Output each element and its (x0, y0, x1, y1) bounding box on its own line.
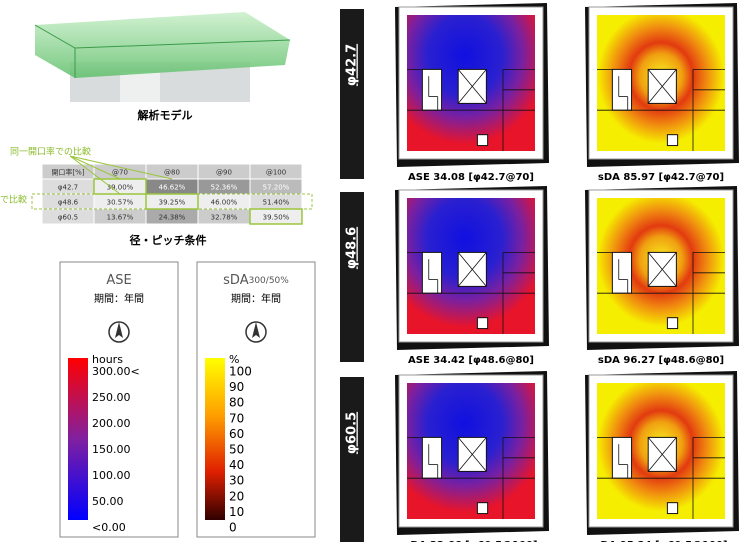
plan-room (422, 252, 441, 293)
legend-period: 期間：年間 (231, 292, 281, 305)
legend-title: sDA300/50% (223, 273, 289, 288)
table-text: 46.00% (211, 199, 238, 207)
map-caption: ASE 34.42 [φ48.6@80] (408, 355, 534, 366)
table-text: φ60.5 (58, 214, 78, 222)
legend-label: 70 (229, 411, 244, 425)
legend-title-main: ASE (106, 273, 131, 288)
plan-room (477, 318, 487, 329)
legend-label: 200.00 (92, 417, 131, 430)
legend-label: 40 (229, 458, 244, 472)
color-bar (205, 358, 225, 520)
table-caption: 径・ピッチ条件 (130, 233, 207, 247)
plan-room (612, 437, 631, 478)
annotation: で比較 (0, 194, 27, 206)
figure: 解析モデル 同一開口率での比較 で比較 径・ピッチ条件 開口率[%] @70 @80… (0, 0, 741, 542)
table-text: 24.38% (159, 214, 186, 222)
legend-title-sub: 300/50% (249, 276, 290, 286)
table-text: 開口率[%] (51, 168, 84, 177)
legend-label: 30 (229, 474, 244, 488)
table-text: 13.67% (107, 214, 134, 222)
table-text: @70 (112, 169, 128, 177)
table-text: 51.40% (263, 199, 290, 207)
table-text: @90 (216, 169, 232, 177)
plan-room (667, 503, 677, 514)
row-label-bar (340, 9, 364, 179)
legend-label: 20 (229, 489, 244, 503)
plan-room (477, 135, 487, 146)
maps: φ42.7 ASE 34.08 [φ42.7@70] sDA 85.97 [φ42.… (340, 3, 739, 542)
table-text: 46.62% (159, 184, 186, 192)
map-caption: ASE 34.08 [φ42.7@70] (408, 172, 534, 183)
legend-label: 0 (229, 521, 237, 535)
legend-label: 10 (229, 505, 244, 519)
legend-label: 60 (229, 427, 244, 441)
legend-title-main: sDA (223, 273, 249, 288)
table-text: 32.78% (211, 214, 238, 222)
table-text: @100 (266, 169, 286, 177)
map-caption: sDA 85.97 [φ42.7@70] (598, 172, 724, 183)
plan-room (612, 252, 631, 293)
row-label-bar (340, 377, 364, 542)
table-text: φ48.6 (58, 199, 79, 207)
legend-label: <0.00 (92, 521, 126, 534)
legend-label: 100 (229, 365, 252, 379)
annotation: 同一開口率での比較 (10, 146, 91, 158)
table-text: 57.20% (263, 184, 290, 192)
row-label: φ48.6 (345, 227, 360, 269)
map-caption: sDA 96.27 [φ48.6@80] (598, 355, 724, 366)
row-label: φ60.5 (345, 412, 360, 454)
plan-room (667, 135, 677, 146)
model-illustration (35, 12, 290, 102)
table-text: 39.50% (263, 214, 290, 222)
plan-room (422, 437, 441, 478)
legend-label: 80 (229, 396, 244, 410)
model-caption: 解析モデル (138, 108, 193, 122)
legend-label: 150.00 (92, 443, 131, 456)
table-text: 39.25% (159, 199, 186, 207)
row-label-bar (340, 192, 364, 362)
table-text: 52.36% (211, 184, 238, 192)
plan-room (667, 318, 677, 329)
legend-label: 300.00< (92, 365, 140, 378)
legends: ASE期間：年間hours300.00<250.00200.00150.0010… (60, 262, 315, 537)
table-text: 30.57% (107, 199, 134, 207)
table-text: @80 (164, 169, 180, 177)
legend-label: 50 (229, 443, 244, 457)
legend-label: 250.00 (92, 391, 131, 404)
plan-room (477, 503, 487, 514)
legend-label: 90 (229, 380, 244, 394)
legend-period: 期間：年間 (94, 292, 144, 305)
table-text: φ42.7 (58, 184, 78, 192)
row-label: φ42.7 (345, 44, 360, 86)
legend-title: ASE (106, 273, 131, 288)
plan-room (612, 69, 631, 110)
plan-room (422, 69, 441, 110)
color-bar (68, 358, 88, 520)
legend-label: 100.00 (92, 469, 131, 482)
legend-label: 50.00 (92, 495, 124, 508)
